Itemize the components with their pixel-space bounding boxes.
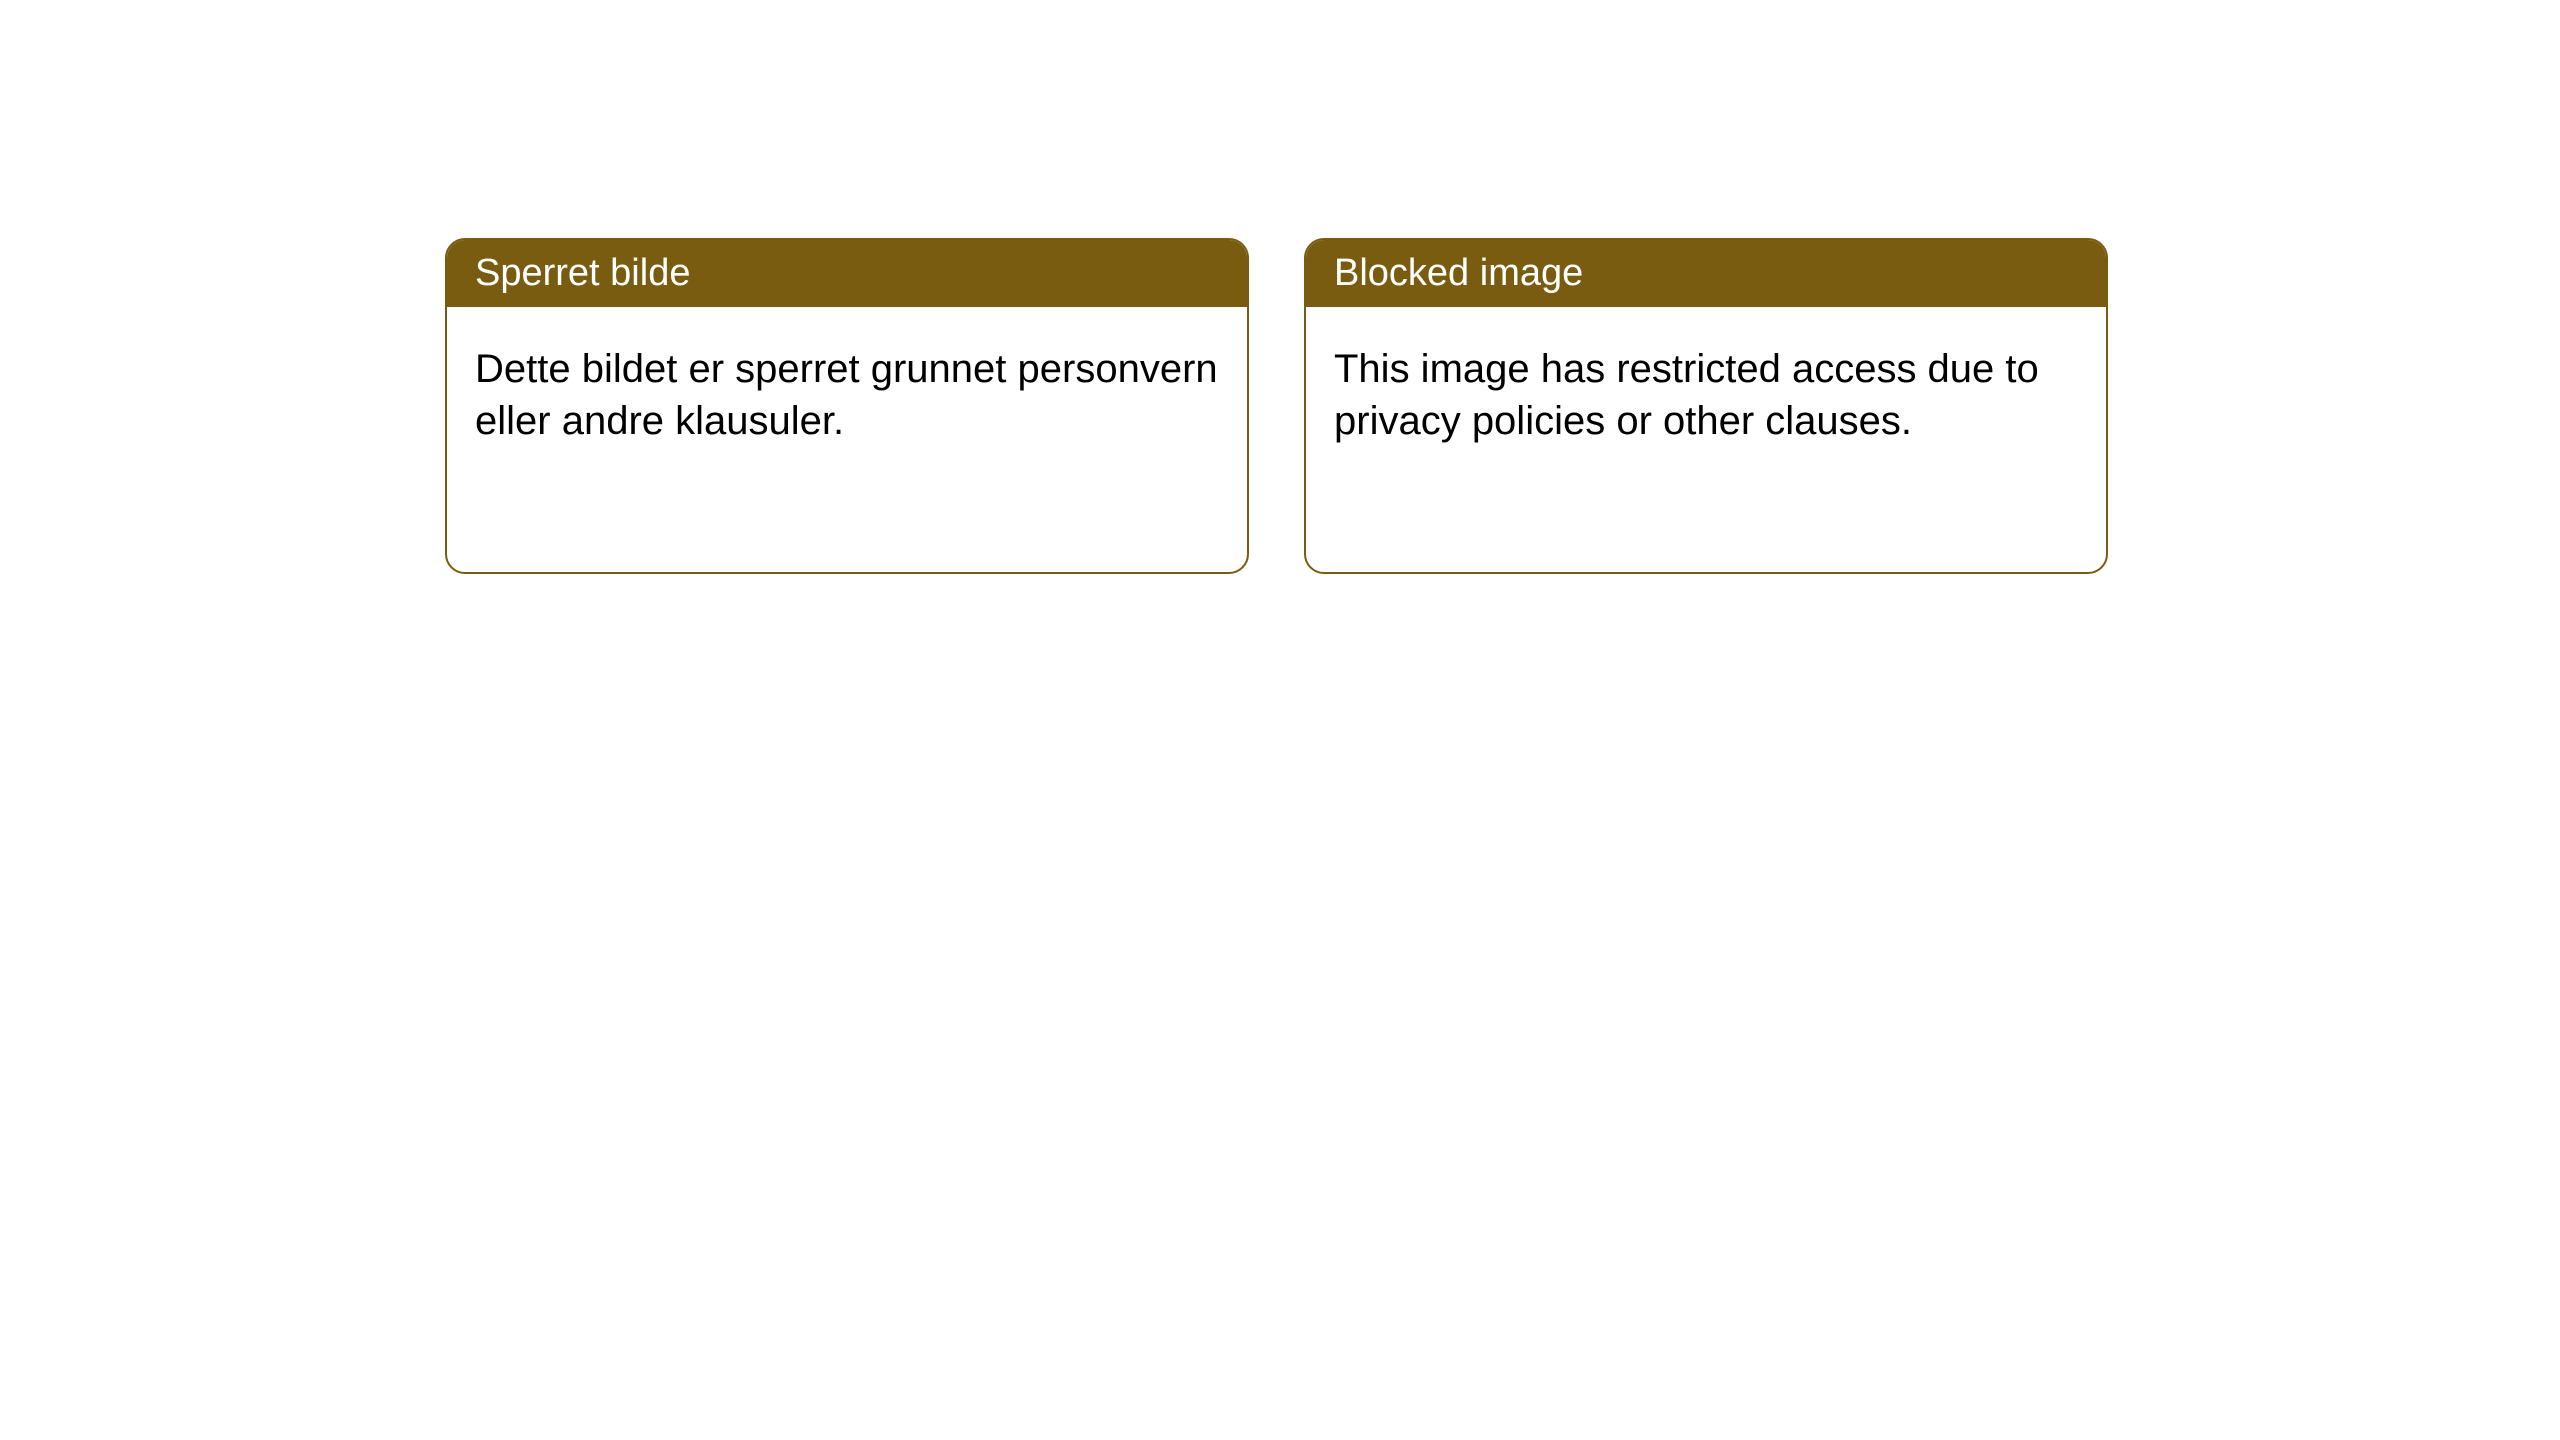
blocked-image-card-english: Blocked image This image has restricted … [1304,238,2108,574]
card-title: Sperret bilde [475,252,690,294]
card-container: Sperret bilde Dette bildet er sperret gr… [0,0,2560,574]
blocked-image-card-norwegian: Sperret bilde Dette bildet er sperret gr… [445,238,1249,574]
card-body-text: This image has restricted access due to … [1334,347,2039,443]
card-header: Blocked image [1306,240,2106,307]
card-body: Dette bildet er sperret grunnet personve… [447,307,1247,483]
card-title: Blocked image [1334,252,1583,294]
card-body-text: Dette bildet er sperret grunnet personve… [475,347,1218,443]
card-body: This image has restricted access due to … [1306,307,2106,483]
card-header: Sperret bilde [447,240,1247,307]
